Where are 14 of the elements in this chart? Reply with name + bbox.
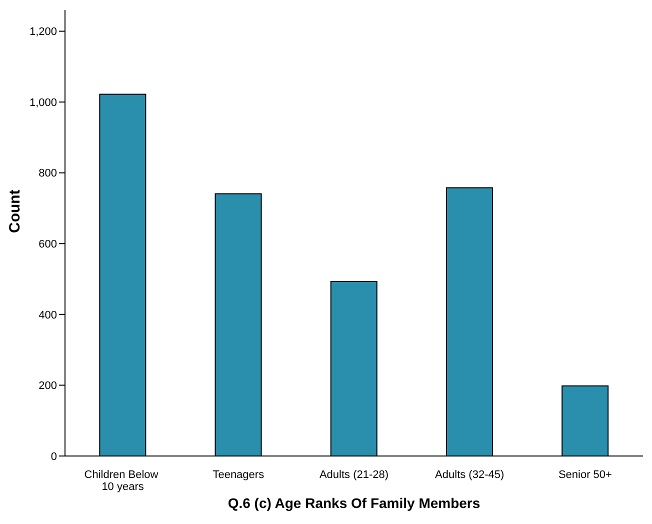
x-tick-label: Senior 50+ [558, 469, 612, 481]
x-tick-label: Teenagers [212, 469, 265, 481]
x-tick-label: Children Below 10 years [84, 469, 162, 493]
x-tick-label: Adults (32-45) [435, 469, 504, 481]
y-tick-label: 200 [38, 380, 57, 392]
x-tick-label: Adults (21-28) [319, 469, 389, 481]
y-axis-title: Count [6, 190, 24, 233]
y-tick-label: 0 [50, 450, 57, 463]
y-tick-label: 800 [38, 168, 57, 180]
y-tick-label: 1,000 [29, 96, 57, 109]
y-tick-label: 400 [38, 309, 57, 322]
y-tick-label: 1,200 [29, 26, 57, 38]
x-axis-title: Q.6 (c) Age Ranks Of Family Members [228, 495, 480, 511]
y-tick-label: 600 [38, 238, 57, 251]
